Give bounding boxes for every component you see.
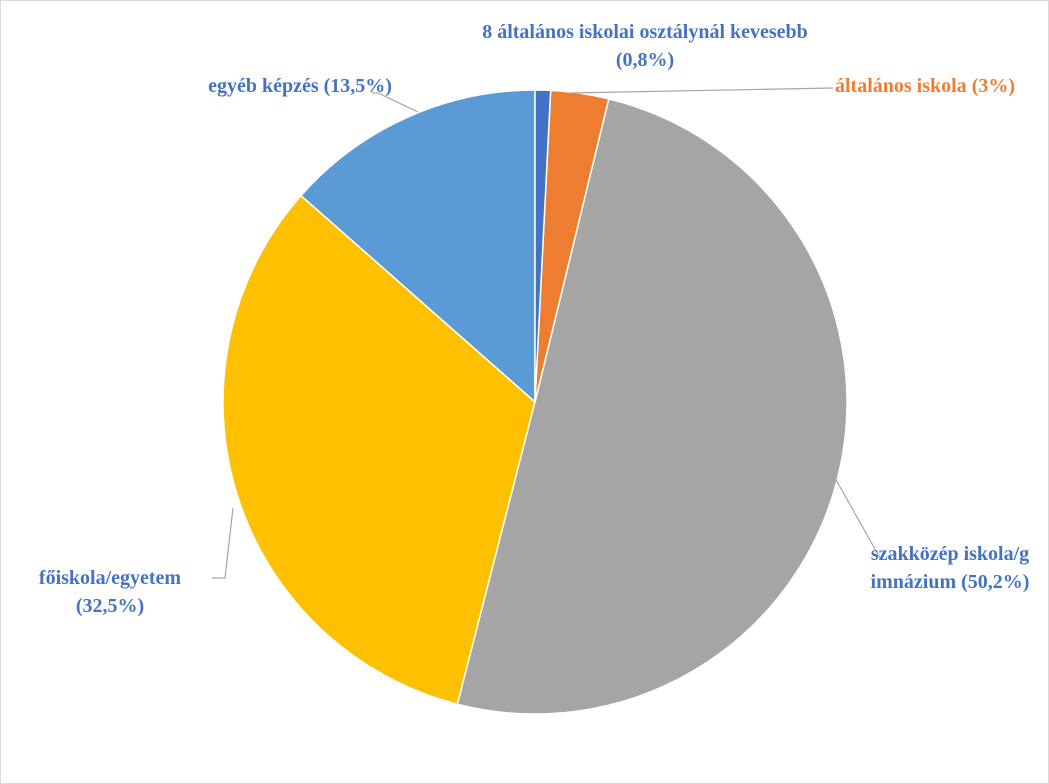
category-label: főiskola/egyetem (38, 567, 182, 589)
value-label: (0,8%) (615, 49, 675, 71)
pie-slice (299, 89, 536, 404)
value-label: (32,5%) (75, 595, 145, 617)
leader-line (569, 87, 834, 94)
pie-slice (222, 194, 536, 706)
leader-line (212, 507, 234, 579)
value-label: (50,2%) (961, 571, 1030, 593)
data-label: általános iskola (3%) (825, 72, 1025, 100)
leader-lines (212, 87, 881, 579)
value-label: (13,5%) (323, 75, 392, 97)
leader-line (372, 92, 419, 113)
leader-line (834, 477, 881, 559)
data-label: 8 általános iskolai osztálynál kevesebb … (465, 18, 825, 74)
pie-slice (456, 97, 848, 715)
value-label: (3%) (971, 75, 1016, 97)
category-label: egyéb képzés (208, 75, 319, 97)
pie-slice (534, 89, 552, 403)
category-label: 8 általános iskolai osztálynál kevesebb (482, 21, 808, 43)
data-label: egyéb képzés (13,5%) (205, 72, 395, 100)
category-label: általános iskola (834, 75, 967, 97)
data-label: szakközép iskola/gimnázium (50,2%) (870, 540, 1030, 596)
category-label: szakközép iskola/gimnázium (870, 543, 1030, 593)
data-label: főiskola/egyetem (32,5%) (10, 564, 210, 620)
